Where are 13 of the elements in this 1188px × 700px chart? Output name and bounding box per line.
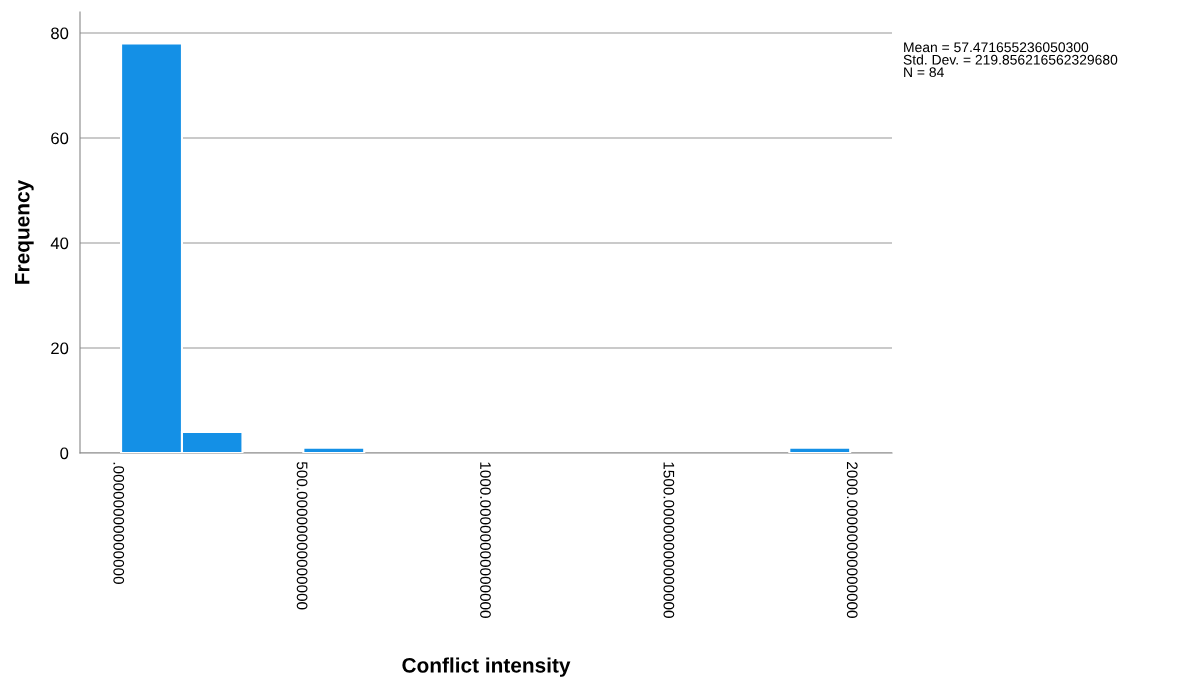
x-tick-label: 500.00000000000000 [296,461,308,610]
y-tick-label: 40 [50,237,69,250]
y-tick-label: 0 [60,447,69,460]
y-axis-title: Frequency [15,179,34,284]
x-tick-label: 1500.00000000000000 [663,462,675,618]
x-tick-label: 1000.00000000000000 [480,462,491,618]
text: Mean = 57.471655236050300 Std. Dev. = 219.856216562329680 N = 84 [903,42,1118,78]
x-axis-title: Conflict intensity [402,657,571,677]
y-tick-label: 60 [51,132,69,145]
y-tick-label: 80 [51,27,69,40]
x-tick-label: .00000000000000 [113,462,125,584]
y-tick-label: 20 [51,342,69,355]
x-tick-label: 2000.00000000000000 [846,462,858,618]
